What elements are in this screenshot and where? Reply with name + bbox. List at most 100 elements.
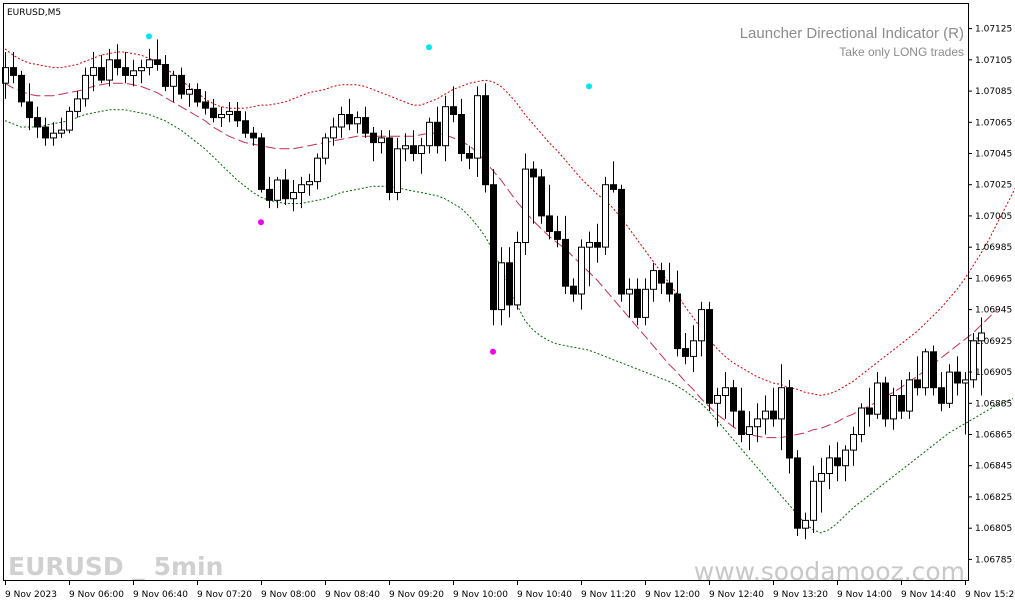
price-tick-label: 1.07105 (975, 56, 1012, 66)
candle-body-bear (26, 101, 33, 119)
candle-body-bear (386, 137, 393, 193)
price-axis[interactable]: 1.07125 1.07105 1.07085 1.07065 1.07045 1.070… (968, 25, 1012, 566)
candle-body-bull (58, 129, 65, 134)
candle-body-bull (978, 332, 985, 342)
time-tick-label: 9 Nov 08:40 (325, 590, 380, 600)
candle (898, 379, 905, 419)
time-tick-label: 9 Nov 15:20 (965, 590, 1015, 600)
candle (130, 59, 137, 87)
watermark-symbol-timeframe: EURUSD _ 5min (8, 552, 223, 581)
candle (538, 169, 545, 224)
candle (266, 176, 273, 209)
candle-body-bull (626, 288, 633, 295)
candle-body-bear (202, 101, 209, 109)
plot-frame (3, 3, 969, 581)
candle-body-bear (266, 188, 273, 201)
candle-body-bull (962, 379, 969, 384)
indicator-subtitle: Take only LONG trades (839, 45, 964, 59)
candle-body-bear (682, 348, 689, 357)
candle-body-bear (730, 387, 737, 412)
candle-body-bull (602, 184, 609, 248)
candle (818, 457, 825, 513)
candle (386, 130, 393, 201)
candle-body-bear (938, 387, 945, 404)
candle-body-bear (594, 242, 601, 248)
candle-body-bear (658, 270, 665, 284)
candle-body-bull (394, 148, 401, 194)
candle-body-bear (194, 89, 201, 103)
candle-body-bull (402, 145, 409, 150)
candle (890, 387, 897, 430)
candle-body-bull (2, 67, 9, 84)
candle (194, 83, 201, 107)
candle (530, 161, 537, 224)
time-tick-label: 9 Nov 14:40 (901, 590, 956, 600)
candle-body-bear (10, 67, 17, 76)
candle (338, 106, 345, 138)
candle-body-bull (818, 473, 825, 482)
buy-signal-dot (490, 348, 496, 355)
candle (2, 52, 9, 99)
candle (450, 86, 457, 123)
candle (442, 95, 449, 162)
candle (626, 278, 633, 318)
candle-body-bull (906, 379, 913, 412)
candle (778, 364, 785, 451)
candle (906, 372, 913, 419)
candle-body-bull (82, 74, 89, 100)
price-tick-label: 1.07045 (975, 150, 1012, 160)
candle-body-bull (314, 157, 321, 183)
candle (490, 169, 497, 326)
candle-body-bull (874, 382, 881, 415)
candle-body-bear (610, 184, 617, 190)
candle-body-bear (786, 387, 793, 459)
candle (330, 117, 337, 146)
candle (58, 117, 65, 138)
price-tick-label: 1.06985 (975, 243, 1012, 253)
candle-body-bull (850, 434, 857, 451)
candle (794, 450, 801, 536)
candle (474, 86, 481, 177)
candle (634, 278, 641, 326)
candle (282, 169, 289, 205)
candle (642, 278, 649, 326)
candle (498, 247, 505, 326)
candle-body-bull (522, 168, 529, 244)
candle-body-bear (250, 132, 257, 139)
candle (970, 333, 977, 388)
candle (882, 376, 889, 427)
price-tick-label: 1.06905 (975, 368, 1012, 378)
candle (90, 52, 97, 92)
candle-body-bear (674, 293, 681, 350)
candle (698, 301, 705, 357)
candle-body-bull (226, 110, 233, 116)
candle (34, 106, 41, 138)
candle-body-bull (330, 126, 337, 139)
time-axis[interactable]: 9 Nov 2023 9 Nov 06:00 9 Nov 06:40 9 Nov 07… (5, 581, 1015, 600)
candle (242, 111, 249, 138)
candle-body-bull (754, 418, 761, 428)
price-tick-label: 1.06885 (975, 399, 1012, 409)
candle (354, 111, 361, 134)
candle-body-bull (474, 95, 481, 159)
candle (842, 445, 849, 482)
candle (482, 83, 489, 193)
candle-body-bull (274, 179, 281, 201)
candle-body-bear (882, 382, 889, 420)
candle-body-bull (842, 449, 849, 467)
candle (162, 55, 169, 92)
price-tick-label: 1.06945 (975, 306, 1012, 316)
candle (138, 59, 145, 84)
candle-body-bull (338, 114, 345, 128)
price-tick-label: 1.07065 (975, 118, 1012, 128)
candle (98, 55, 105, 84)
candle (722, 372, 729, 419)
candle-body-bull (418, 145, 425, 154)
candle (570, 278, 577, 302)
candle-body-bear (930, 351, 937, 389)
candle-body-bear (538, 176, 545, 217)
candle (122, 52, 129, 84)
candle (66, 106, 73, 134)
candle-body-bull (722, 387, 729, 397)
